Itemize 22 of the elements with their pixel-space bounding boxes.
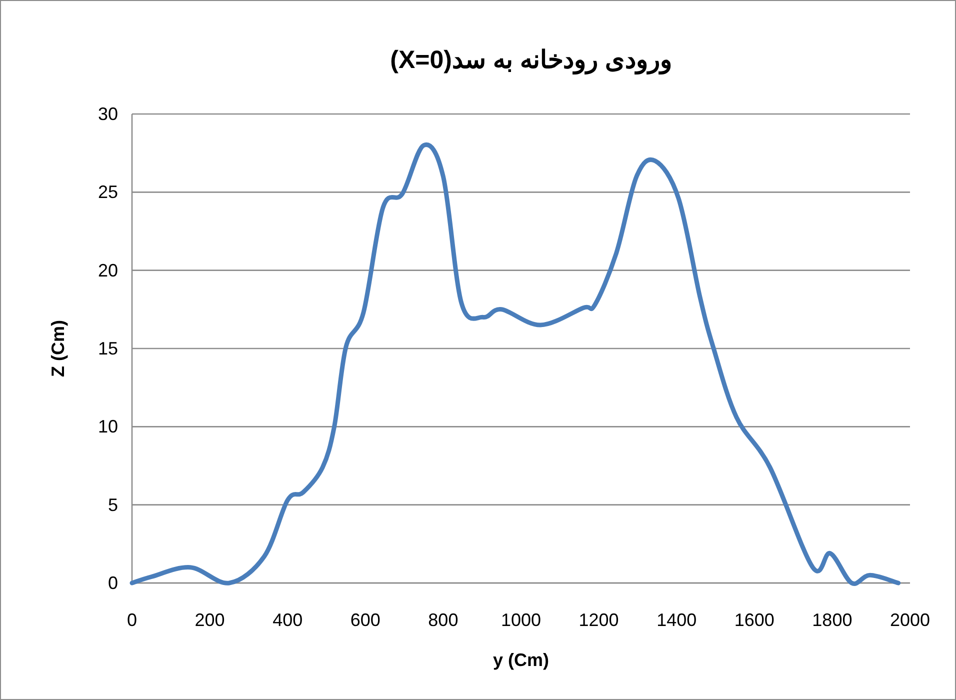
x-tick-label: 400 [272,610,303,630]
y-tick-label: 25 [98,182,118,202]
x-axis-title: y (Cm) [492,650,550,670]
y-tick-label: 15 [98,338,118,358]
line-series [130,142,901,586]
x-tick-label: 600 [350,610,380,630]
x-tick-label: 200 [194,610,225,630]
x-tick-label: 1600 [734,610,774,630]
y-axis-title: Z (Cm) [48,320,68,377]
x-tick-label: 1400 [656,610,697,630]
x-tick-label: 2000 [890,610,930,630]
x-tick-label: 0 [126,610,138,630]
y-tick-label: 30 [98,104,118,124]
chart-title: ورودی رودخانه به سد(X=0) [390,46,672,75]
x-tick-label: 800 [428,610,458,630]
x-tick-label: 1800 [812,610,852,630]
x-tick-label: 1200 [578,610,619,630]
x-tick-label: 1000 [500,610,542,630]
y-tick-label: 0 [108,573,118,593]
y-tick-label: 20 [98,260,118,280]
y-tick-label: 5 [108,494,118,515]
y-tick-label: 10 [98,416,118,437]
